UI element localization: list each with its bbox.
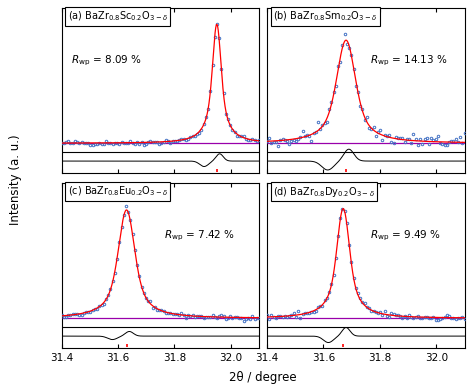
Text: $\it{R}$$_{\rm{wp}}$ = 14.13 %: $\it{R}$$_{\rm{wp}}$ = 14.13 % xyxy=(370,54,447,68)
Text: Intensity (a. u.): Intensity (a. u.) xyxy=(9,135,22,225)
Text: (b) BaZr$_{0.8}$Sm$_{0.2}$O$_{3-\delta}$: (b) BaZr$_{0.8}$Sm$_{0.2}$O$_{3-\delta}$ xyxy=(273,9,377,23)
Text: $\it{R}$$_{\rm{wp}}$ = 9.49 %: $\it{R}$$_{\rm{wp}}$ = 9.49 % xyxy=(370,228,441,243)
Text: $\it{R}$$_{\rm{wp}}$ = 7.42 %: $\it{R}$$_{\rm{wp}}$ = 7.42 % xyxy=(164,228,236,243)
Text: 2θ / degree: 2θ / degree xyxy=(229,371,297,384)
Text: (d) BaZr$_{0.8}$Dy$_{0.2}$O$_{3-\delta}$: (d) BaZr$_{0.8}$Dy$_{0.2}$O$_{3-\delta}$ xyxy=(273,185,375,199)
Text: (c) BaZr$_{0.8}$Eu$_{0.2}$O$_{3-\delta}$: (c) BaZr$_{0.8}$Eu$_{0.2}$O$_{3-\delta}$ xyxy=(67,185,168,198)
Text: (a) BaZr$_{0.8}$Sc$_{0.2}$O$_{3-\delta}$: (a) BaZr$_{0.8}$Sc$_{0.2}$O$_{3-\delta}$ xyxy=(67,9,167,23)
Text: $\it{R}$$_{\rm{wp}}$ = 8.09 %: $\it{R}$$_{\rm{wp}}$ = 8.09 % xyxy=(72,54,143,68)
